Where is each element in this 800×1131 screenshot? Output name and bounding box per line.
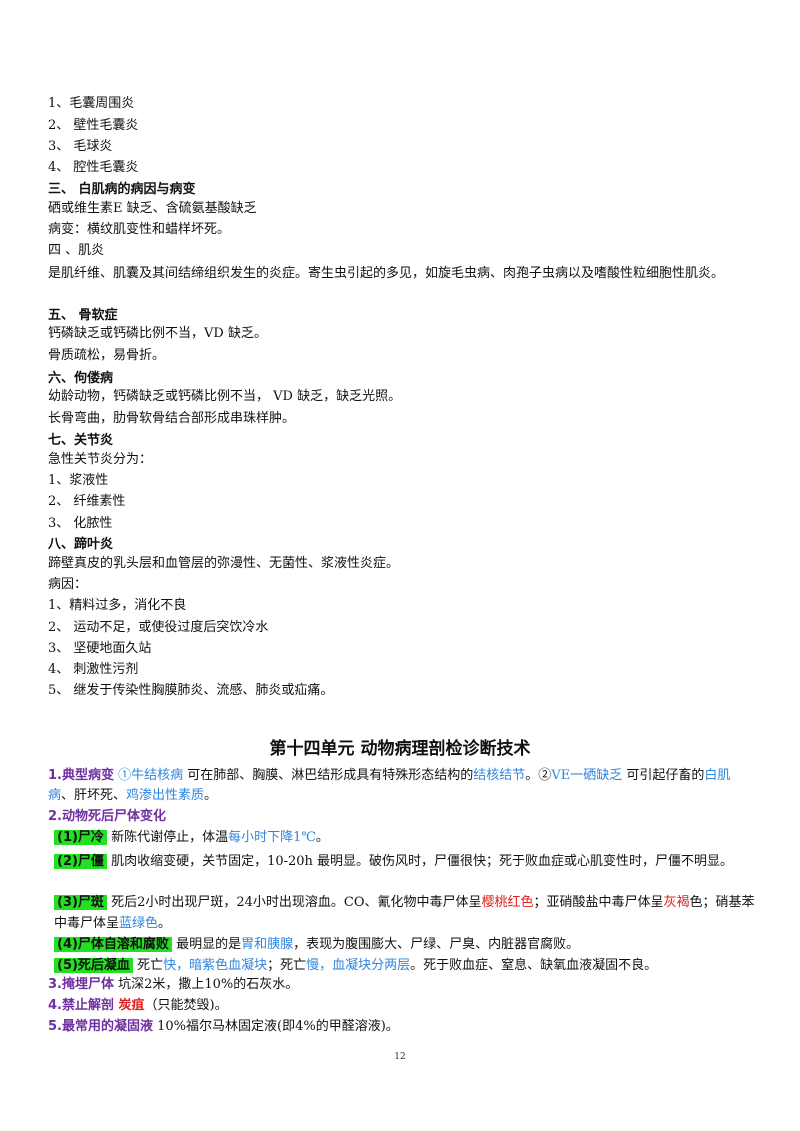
body-text: 死后2小时出现尸斑，24小时出现溶血。CO、氰化物中毒尸体呈	[106, 895, 482, 910]
highlight-term: 慢，血凝块分两层	[306, 958, 411, 973]
body-text: 坑深2米，撒上10%的石灰水。	[113, 977, 299, 992]
text-line: 病变：横纹肌变性和蜡样坏死。	[48, 222, 231, 237]
body-text: （只能焚毁)。	[144, 998, 228, 1013]
body-text: 。	[315, 830, 329, 845]
text-line: 长骨弯曲，肋骨软骨结合部形成串珠样肿。	[48, 411, 296, 426]
list-line: 3、 毛球炎	[48, 139, 113, 154]
list-line: 1、精料过多，消化不良	[48, 598, 187, 613]
body-text: 可在肺部、胸膜、淋巴结形成具有特殊形态结构的	[183, 768, 474, 783]
item-4-label: (4)尸体自溶和腐败	[54, 937, 172, 952]
item-2: (2)尸僵 肌肉收缩变硬，关节固定，10-20h 最明显。破伤风时，尸僵很快；死…	[54, 851, 756, 872]
unit-title: 第十四单元 动物病理剖检诊断技术	[269, 739, 531, 759]
list-line: 3、 化脓性	[48, 516, 113, 531]
text-line: 蹄壁真皮的乳头层和血管层的弥漫性、无菌性、浆液性炎症。	[48, 556, 400, 571]
section-heading: 七、关节炎	[48, 433, 114, 448]
section-4-label: 4.禁止解剖	[48, 998, 114, 1013]
body-text: 。	[158, 916, 172, 931]
item-4: (4)尸体自溶和腐败 最明显的是胃和胰腺，表现为腹围膨大、尸绿、尸臭、内脏器官腐…	[54, 936, 579, 954]
section-3: 3.掩埋尸体 坑深2米，撒上10%的石灰水。	[48, 976, 298, 994]
body-text: 肌肉收缩变硬，关节固定，10-20h 最明显。破伤风时，尸僵很快；死于败血症或心…	[106, 854, 734, 869]
page-number: 12	[394, 1052, 406, 1062]
myositis-description: 是肌纤维、肌囊及其间结缔组织发生的炎症。寄生虫引起的多见，如旋毛虫病、肉孢子虫病…	[48, 266, 725, 281]
highlight-term: 胃和胰腺	[241, 937, 294, 952]
list-line: 2、 运动不足，或使役过度后突饮冷水	[48, 620, 269, 635]
body-text: ，表现为腹围膨大、尸绿、尸臭、内脏器官腐败。	[293, 937, 580, 952]
highlight-term: ①牛结核病	[118, 768, 184, 783]
item-1-label: (1)尸冷	[54, 830, 107, 845]
body-text: 新陈代谢停止，体温	[106, 830, 229, 845]
highlight-term: 蓝绿色	[119, 916, 159, 931]
item-5: (5)死后凝血 死亡快，暗紫色血凝块；死亡慢，血凝块分两层。死于败血症、窒息、缺…	[54, 957, 657, 975]
item-3-label: (3)尸斑	[54, 895, 107, 910]
body-text: 死亡	[132, 958, 164, 973]
section-1: 1.典型病变 ①牛结核病 可在肺部、胸膜、淋巴结形成具有特殊形态结构的结核结节。…	[48, 766, 756, 806]
text-line: 硒或维生素E 缺乏、含硫氨基酸缺乏	[48, 201, 257, 216]
section-heading: 五、 骨软症	[48, 308, 118, 323]
list-line: 1、浆液性	[48, 473, 109, 488]
highlight-term: 灰褐	[663, 895, 690, 910]
body-text: 。	[204, 788, 218, 803]
text-line: 骨质疏松，易骨折。	[48, 348, 166, 363]
list-line: 2、 纤维素性	[48, 494, 126, 509]
text-line: 幼龄动物，钙磷缺乏或钙磷比例不当， VD 缺乏，缺乏光照。	[48, 389, 402, 404]
body-text: 可引起仔畜的	[622, 768, 705, 783]
section-1-label: 1.典型病变	[48, 768, 114, 783]
section-heading: 三、 白肌病的病因与病变	[48, 182, 196, 197]
body-text: 色；硝基苯中毒尸体呈	[54, 895, 755, 931]
highlight-term: VE一硒缺乏	[551, 768, 623, 783]
section-heading: 六、佝偻病	[48, 371, 114, 386]
highlight-term: 结核结节	[473, 768, 526, 783]
highlight-term: 炭疽	[113, 998, 145, 1013]
section-5-label: 5.最常用的凝固液	[48, 1019, 153, 1034]
body-text: 、肝坏死、	[61, 788, 127, 803]
body-text: ；亚硝酸盐中毒尸体呈	[533, 895, 664, 910]
item-3: (3)尸斑 死后2小时出现尸斑，24小时出现溶血。CO、氰化物中毒尸体呈樱桃红色…	[54, 892, 756, 934]
section-2-heading: 2.动物死后尸体变化	[48, 808, 166, 826]
highlight-term: 鸡渗出性素质	[126, 788, 205, 803]
text-line: 急性关节炎分为：	[48, 452, 153, 467]
section-heading: 八、蹄叶炎	[48, 537, 114, 552]
section-5: 5.最常用的凝固液 10%福尔马林固定液(即4%的甲醛溶液)。	[48, 1018, 399, 1036]
highlight-term: 快，暗紫色血凝块	[163, 958, 268, 973]
body-text: 。②	[525, 768, 552, 783]
body-text: 10%福尔马林固定液(即4%的甲醛溶液)。	[152, 1019, 399, 1034]
list-line: 4、 刺激性污剂	[48, 662, 139, 677]
item-5-label: (5)死后凝血	[54, 958, 133, 973]
item-1: (1)尸冷 新陈代谢停止，体温每小时下降1℃。	[54, 829, 329, 847]
highlight-term: 樱桃红色	[481, 895, 534, 910]
section-3-label: 3.掩埋尸体	[48, 977, 114, 992]
body-text: 。死于败血症、窒息、缺氧血液凝固不良。	[410, 958, 658, 973]
list-line: 4、 腔性毛囊炎	[48, 160, 139, 175]
list-line: 2、 壁性毛囊炎	[48, 118, 139, 133]
list-line: 1、毛囊周围炎	[48, 96, 135, 111]
text-line: 病因：	[48, 577, 88, 592]
item-2-label: (2)尸僵	[54, 854, 107, 869]
text-line: 钙磷缺乏或钙磷比例不当，VD 缺乏。	[48, 326, 267, 341]
body-text: ；死亡	[267, 958, 307, 973]
section-2-label: 2.动物死后尸体变化	[48, 809, 166, 824]
list-line: 5、 继发于传染性胸膜肺炎、流感、肺炎或疝痛。	[48, 683, 334, 698]
list-line: 3、 坚硬地面久站	[48, 641, 152, 656]
section-4: 4.禁止解剖 炭疽（只能焚毁)。	[48, 997, 228, 1015]
text-line: 四 、肌炎	[48, 243, 105, 258]
highlight-term: 每小时下降1℃	[228, 830, 316, 845]
highlight-term: 白肌病	[48, 768, 731, 803]
body-text: 最明显的是	[171, 937, 242, 952]
